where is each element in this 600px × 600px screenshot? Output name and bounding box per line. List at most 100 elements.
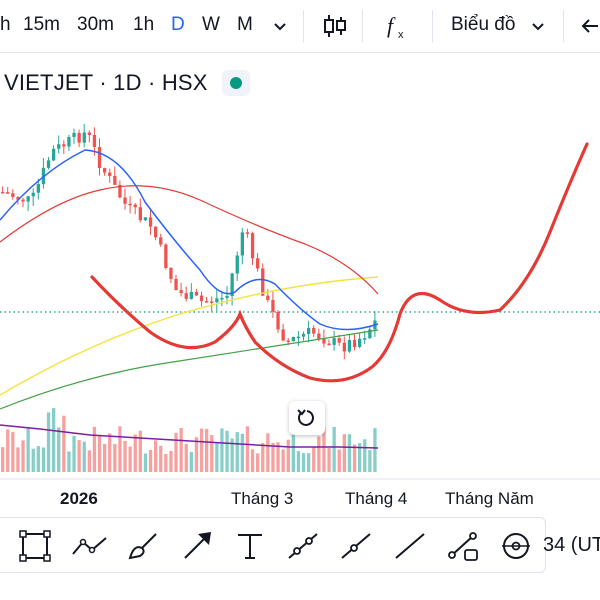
- undo-arrow-icon[interactable]: [578, 8, 600, 44]
- timeframe-1h[interactable]: 1h: [133, 14, 155, 35]
- volume-bar: [138, 430, 142, 472]
- candle-body: [291, 336, 295, 342]
- rotate-icon: [297, 409, 314, 426]
- volume-bar: [21, 440, 25, 472]
- volume-bar: [57, 427, 61, 472]
- candle-body: [138, 207, 142, 221]
- path-tool-icon[interactable]: [70, 530, 107, 562]
- price-chart[interactable]: [0, 52, 600, 517]
- indicators-fx-icon[interactable]: f x: [382, 8, 416, 44]
- candle-body: [358, 338, 362, 348]
- volume-bar: [215, 442, 219, 472]
- ray-tool-icon[interactable]: [338, 530, 374, 562]
- candle-body: [87, 132, 91, 135]
- timeframe-30m[interactable]: 30m: [77, 14, 114, 35]
- arrow-tool-icon[interactable]: [180, 530, 216, 562]
- volume-bar: [235, 432, 239, 472]
- time-axis-label-2026: 2026: [60, 489, 98, 508]
- timeframe-week[interactable]: W: [202, 14, 220, 35]
- svg-text:f: f: [387, 13, 396, 38]
- volume-bar: [159, 445, 163, 472]
- market-status-icon[interactable]: [222, 70, 250, 96]
- rectangle-tool-icon[interactable]: [17, 530, 53, 562]
- candle-body: [245, 232, 250, 234]
- candle-body: [123, 197, 127, 204]
- volume-bar: [72, 435, 76, 472]
- volume-bar: [148, 449, 153, 472]
- candle-body: [11, 193, 15, 197]
- toolbar-divider: [303, 10, 304, 42]
- volume-bar: [46, 412, 51, 472]
- chevron-down-icon[interactable]: [266, 8, 294, 44]
- info-line-tool-icon[interactable]: [445, 530, 481, 562]
- volume-bar: [276, 442, 280, 472]
- candle-body: [220, 297, 224, 300]
- volume-bar: [230, 438, 234, 472]
- candle-body: [67, 137, 71, 147]
- svg-text:x: x: [398, 29, 404, 41]
- volume-bar: [6, 429, 10, 472]
- symbol-title[interactable]: VIETJET · 1D · HSX: [4, 70, 208, 95]
- chart-type-label[interactable]: Biểu đồ: [451, 14, 516, 35]
- time-axis-label-april: Tháng 4: [345, 489, 408, 508]
- candle-body: [174, 278, 178, 291]
- volume-bar: [103, 443, 107, 472]
- candle-body: [296, 336, 301, 339]
- candle-body: [337, 338, 341, 343]
- candle-body: [103, 168, 107, 173]
- candle-body: [281, 329, 285, 341]
- timeframe-hour[interactable]: h: [0, 14, 11, 35]
- candle-body: [113, 175, 117, 185]
- volume-bar: [327, 448, 331, 472]
- volume-bar: [332, 426, 336, 472]
- volume-bar: [281, 449, 285, 472]
- candle-body: [128, 203, 132, 206]
- volume-bar: [317, 436, 321, 472]
- candle-body: [31, 192, 35, 197]
- volume-bar: [189, 452, 193, 472]
- candlestick-icon[interactable]: [318, 8, 352, 44]
- text-tool-icon[interactable]: [232, 530, 268, 562]
- candle-body: [77, 132, 81, 143]
- volume-bar: [368, 450, 372, 472]
- volume-bar: [337, 449, 341, 472]
- chevron-down-icon[interactable]: [525, 8, 551, 44]
- ma-slow-line: [0, 276, 379, 396]
- timeframe-15m[interactable]: 15m: [23, 14, 60, 35]
- timezone-label[interactable]: 34 (UT: [543, 534, 600, 556]
- timeframe-day[interactable]: D: [171, 14, 185, 35]
- volume-bar: [62, 415, 66, 472]
- candle-body: [1, 192, 5, 194]
- volume-bar: [179, 427, 183, 472]
- candle-body: [368, 329, 372, 339]
- volume-bar: [174, 432, 178, 472]
- volume-bar: [250, 449, 255, 472]
- brush-tool-icon[interactable]: [126, 530, 162, 562]
- candle-body: [312, 327, 316, 334]
- volume-bar: [133, 434, 137, 472]
- volume-bar: [97, 436, 102, 472]
- candle-body: [256, 258, 260, 269]
- candle-body: [164, 244, 168, 268]
- volume-bar: [296, 451, 301, 472]
- circle-tool-icon[interactable]: [498, 530, 534, 562]
- time-axis-label-march: Tháng 3: [231, 489, 294, 508]
- volume-bar: [16, 447, 20, 472]
- candle-body: [179, 290, 183, 294]
- extended-line-tool-icon[interactable]: [392, 530, 428, 562]
- volume-bar: [67, 451, 71, 472]
- candle-body: [46, 160, 51, 168]
- trend-line-tool-icon[interactable]: [285, 530, 321, 562]
- reset-chart-button[interactable]: [289, 401, 325, 435]
- timeframe-month[interactable]: M: [237, 14, 253, 35]
- volume-bar: [143, 453, 148, 472]
- candle-body: [184, 293, 188, 299]
- candle-body: [317, 333, 321, 339]
- candle-body: [266, 295, 270, 300]
- volume-bar: [322, 427, 326, 472]
- candle-body: [286, 340, 290, 343]
- candle-body: [57, 144, 61, 149]
- candle-body: [261, 268, 265, 296]
- candle-body: [240, 232, 244, 256]
- volume-bar: [240, 433, 244, 472]
